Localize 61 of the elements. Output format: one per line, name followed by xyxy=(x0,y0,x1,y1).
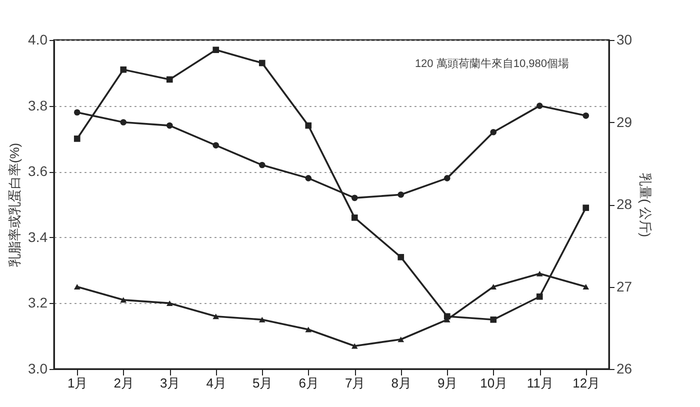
y2-tick-label: 26 xyxy=(616,360,632,376)
y-tick-label: 4.0 xyxy=(28,32,48,48)
point xyxy=(166,122,173,129)
point xyxy=(398,191,404,198)
y-tick-label: 3.8 xyxy=(28,97,48,114)
x-tick-label: 10月 xyxy=(480,376,508,390)
point xyxy=(258,162,266,168)
point xyxy=(120,66,127,73)
point xyxy=(444,313,450,320)
y2-axis-title: 乳量( 公斤) xyxy=(638,172,654,238)
x-tick-label: 1月 xyxy=(68,376,88,390)
x-tick-label: 11月 xyxy=(526,376,554,390)
point xyxy=(74,109,80,116)
point xyxy=(398,336,404,342)
y-tick-label: 3.6 xyxy=(28,163,48,180)
point xyxy=(490,128,497,136)
point xyxy=(166,76,173,83)
point xyxy=(120,297,127,303)
point xyxy=(536,270,543,276)
point xyxy=(212,314,220,320)
y-tick-label: 3.0 xyxy=(28,360,48,376)
point xyxy=(582,112,590,119)
point xyxy=(536,102,543,109)
point xyxy=(351,214,358,221)
y2-tick-label: 29 xyxy=(616,114,632,130)
y2-tick-label: 30 xyxy=(616,32,632,48)
x-tick-label: 12月 xyxy=(572,376,600,390)
x-tick-label: 8月 xyxy=(391,376,412,390)
y2-tick-label: 27 xyxy=(616,278,632,294)
x-tick-label: 7月 xyxy=(345,376,366,390)
point xyxy=(74,136,80,142)
point xyxy=(258,316,266,322)
point xyxy=(212,46,220,54)
point xyxy=(305,175,312,182)
x-tick-label: 9月 xyxy=(438,376,458,390)
point xyxy=(305,326,312,332)
point xyxy=(166,300,173,306)
x-tick-label: 6月 xyxy=(298,376,319,390)
point xyxy=(490,316,497,323)
y2-tick-label: 28 xyxy=(616,196,632,212)
x-tick-label: 3月 xyxy=(160,376,180,390)
x-tick-label: 4月 xyxy=(206,376,226,390)
point xyxy=(444,175,450,182)
point xyxy=(536,293,543,300)
y-tick-label: 3.4 xyxy=(28,228,48,245)
point xyxy=(258,60,266,66)
y-tick-label: 3.2 xyxy=(28,294,48,311)
point xyxy=(74,284,80,290)
point xyxy=(305,122,312,129)
point xyxy=(351,194,358,202)
annotation: 120 萬頭荷蘭牛來自10,980個場 xyxy=(414,57,569,70)
point xyxy=(582,284,590,290)
point xyxy=(351,343,358,349)
point xyxy=(490,284,497,290)
y-axis-title: 乳脂率或乳蛋白率(%) xyxy=(7,142,22,268)
x-tick-label: 5月 xyxy=(252,376,273,390)
point xyxy=(120,119,127,126)
point xyxy=(398,254,404,260)
x-tick-label: 2月 xyxy=(114,376,134,390)
point xyxy=(212,142,220,148)
point xyxy=(582,204,590,211)
